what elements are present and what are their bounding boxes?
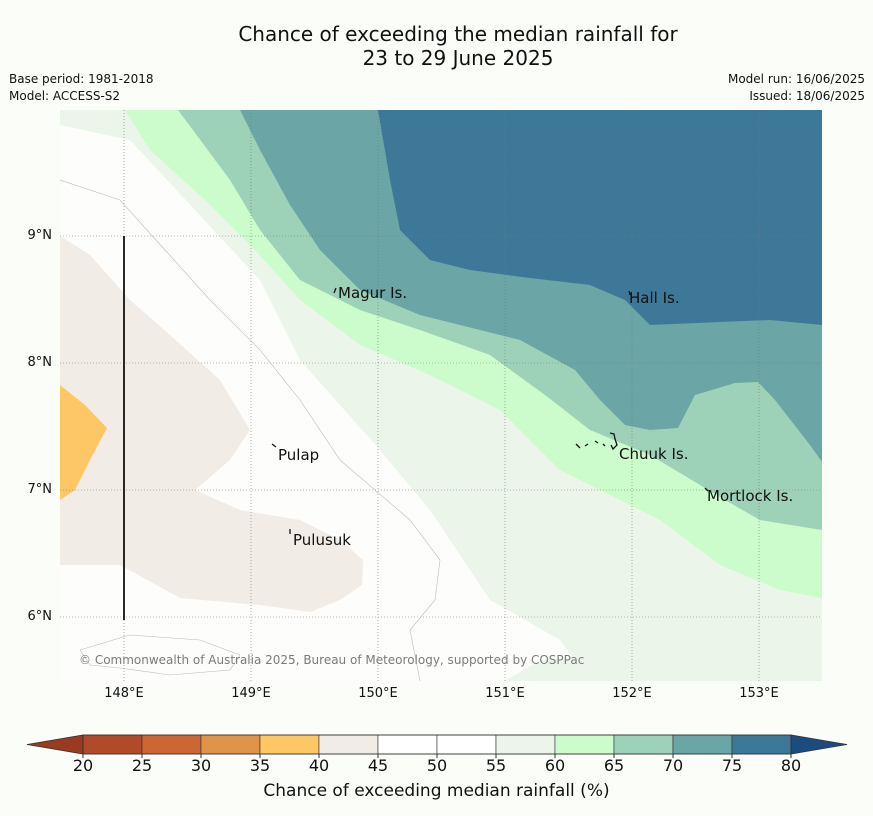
- lon-label-150e: 150°E: [358, 686, 398, 701]
- lon-label-152e: 152°E: [612, 686, 652, 701]
- model-info: Base period: 1981-2018 Model: ACCESS-S2: [9, 71, 154, 105]
- contour-lines: [60, 179, 441, 681]
- colorbar-over-triangle: [790, 734, 848, 755]
- colorbar-tick-label: 35: [249, 756, 271, 775]
- colorbar-under-triangle: [26, 734, 84, 755]
- lon-label-153e: 153°E: [739, 686, 779, 701]
- model-text: Model: ACCESS-S2: [9, 89, 121, 103]
- colorbar-tick-label: 55: [485, 756, 507, 775]
- colorbar-tick-label: 65: [603, 756, 625, 775]
- colorbar-tick-label: 60: [544, 756, 566, 775]
- map-title: Chance of exceeding the median rainfall …: [0, 22, 873, 70]
- place-pulusuk: Pulusuk: [293, 531, 351, 549]
- colorbar-label: Chance of exceeding median rainfall (%): [263, 781, 610, 801]
- lat-label-7n: 7°N: [27, 482, 53, 497]
- base-period-text: Base period: 1981-2018: [9, 72, 154, 86]
- lat-label-8n: 8°N: [27, 355, 53, 370]
- colorbar-cell: [200, 734, 261, 755]
- colorbar-tick-label: 25: [131, 756, 153, 775]
- zone-75-80: [378, 110, 822, 325]
- colorbar-cell: [377, 734, 438, 755]
- island-marks: [271, 287, 709, 534]
- colorbar-cell: [259, 734, 320, 755]
- title-line-2: 23 to 29 June 2025: [362, 46, 554, 70]
- colorbar-tick-label: 70: [662, 756, 684, 775]
- place-magur: Magur Is.: [338, 284, 408, 302]
- lat-label-9n: 9°N: [27, 228, 53, 243]
- colorbar-tick-label: 40: [308, 756, 330, 775]
- title-line-1: Chance of exceeding the median rainfall …: [238, 22, 678, 46]
- place-hall: Hall Is.: [629, 289, 680, 307]
- lon-label-149e: 149°E: [231, 686, 271, 701]
- lat-label-6n: 6°N: [27, 609, 53, 624]
- colorbar-tick-label: 50: [426, 756, 448, 775]
- zone-35-40: [60, 385, 107, 500]
- colorbar-cell: [554, 734, 615, 755]
- colorbar-tick-label: 80: [780, 756, 802, 775]
- copyright-text: © Commonwealth of Australia 2025, Bureau…: [79, 653, 585, 667]
- model-run-text: Model run: 16/06/2025: [727, 72, 865, 86]
- zone-40-45: [60, 236, 363, 612]
- issued-text: Issued: 18/06/2025: [749, 89, 865, 103]
- colorbar-tick-label: 45: [367, 756, 389, 775]
- zone-55-60-south: [505, 652, 822, 681]
- colorbar-cell: [495, 734, 556, 755]
- colorbar-cell: [731, 734, 792, 755]
- lon-label-148e: 148°E: [104, 686, 144, 701]
- colorbar-tick-label: 30: [190, 756, 212, 775]
- colorbar-cell: [82, 734, 143, 755]
- colorbar-cell: [318, 734, 379, 755]
- lon-label-151e: 151°E: [485, 686, 525, 701]
- colorbar-cell: [436, 734, 497, 755]
- run-info: Model run: 16/06/2025 Issued: 18/06/2025: [728, 71, 865, 105]
- colorbar-cell: [672, 734, 733, 755]
- colorbar-tick-label: 75: [721, 756, 743, 775]
- colorbar-cell: [141, 734, 202, 755]
- place-pulap: Pulap: [278, 446, 320, 464]
- colorbar-cell: [613, 734, 674, 755]
- place-chuuk: Chuuk Is.: [619, 445, 689, 463]
- place-mortlock: Mortlock Is.: [707, 487, 794, 505]
- colorbar-tick-label: 20: [72, 756, 94, 775]
